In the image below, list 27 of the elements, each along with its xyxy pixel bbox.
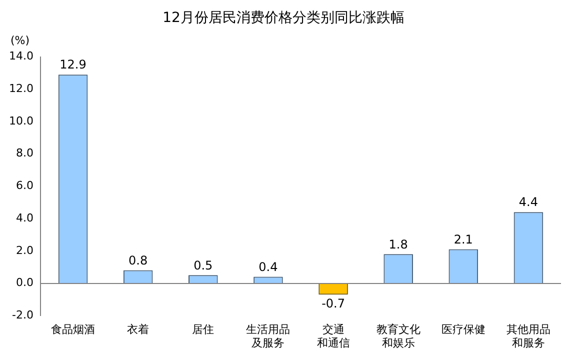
x-tick-label: 医疗保健 xyxy=(441,323,486,336)
chart-title: 12月份居民消费价格分类别同比涨跌幅 xyxy=(162,10,404,26)
data-label: 0.8 xyxy=(128,253,148,268)
y-tick-label: 14.0 xyxy=(8,50,34,63)
y-tick-label: -2.0 xyxy=(12,308,34,322)
data-label: 4.4 xyxy=(518,195,538,210)
y-tick-label: 2.0 xyxy=(16,244,34,257)
x-tick-label: 教育文化和娱乐 xyxy=(376,323,420,350)
data-label: 2.1 xyxy=(454,232,473,246)
y-tick-label: 12.0 xyxy=(8,82,34,96)
data-label: 12.9 xyxy=(60,58,86,72)
y-tick-label: 4.0 xyxy=(16,211,34,224)
y-tick-label: 10.0 xyxy=(8,114,34,128)
y-tick-label: 0.0 xyxy=(16,276,34,290)
x-tick-label: 生活用品及服务 xyxy=(246,323,290,350)
x-tick-label: 交通和通信 xyxy=(316,323,350,350)
x-tick-label: 食品烟酒 xyxy=(51,323,96,336)
x-tick-label: 其他用品和服务 xyxy=(506,323,550,350)
data-label: 1.8 xyxy=(388,237,408,252)
y-tick-label: 6.0 xyxy=(16,179,34,192)
y-axis-title: (%) xyxy=(10,34,30,48)
data-label: 0.4 xyxy=(258,260,278,274)
y-tick-label: 8.0 xyxy=(16,146,34,160)
data-label: -0.7 xyxy=(322,296,345,311)
x-tick-label: 衣着 xyxy=(127,323,150,336)
x-tick-label: 居住 xyxy=(192,323,214,336)
data-label: 0.5 xyxy=(194,258,213,272)
